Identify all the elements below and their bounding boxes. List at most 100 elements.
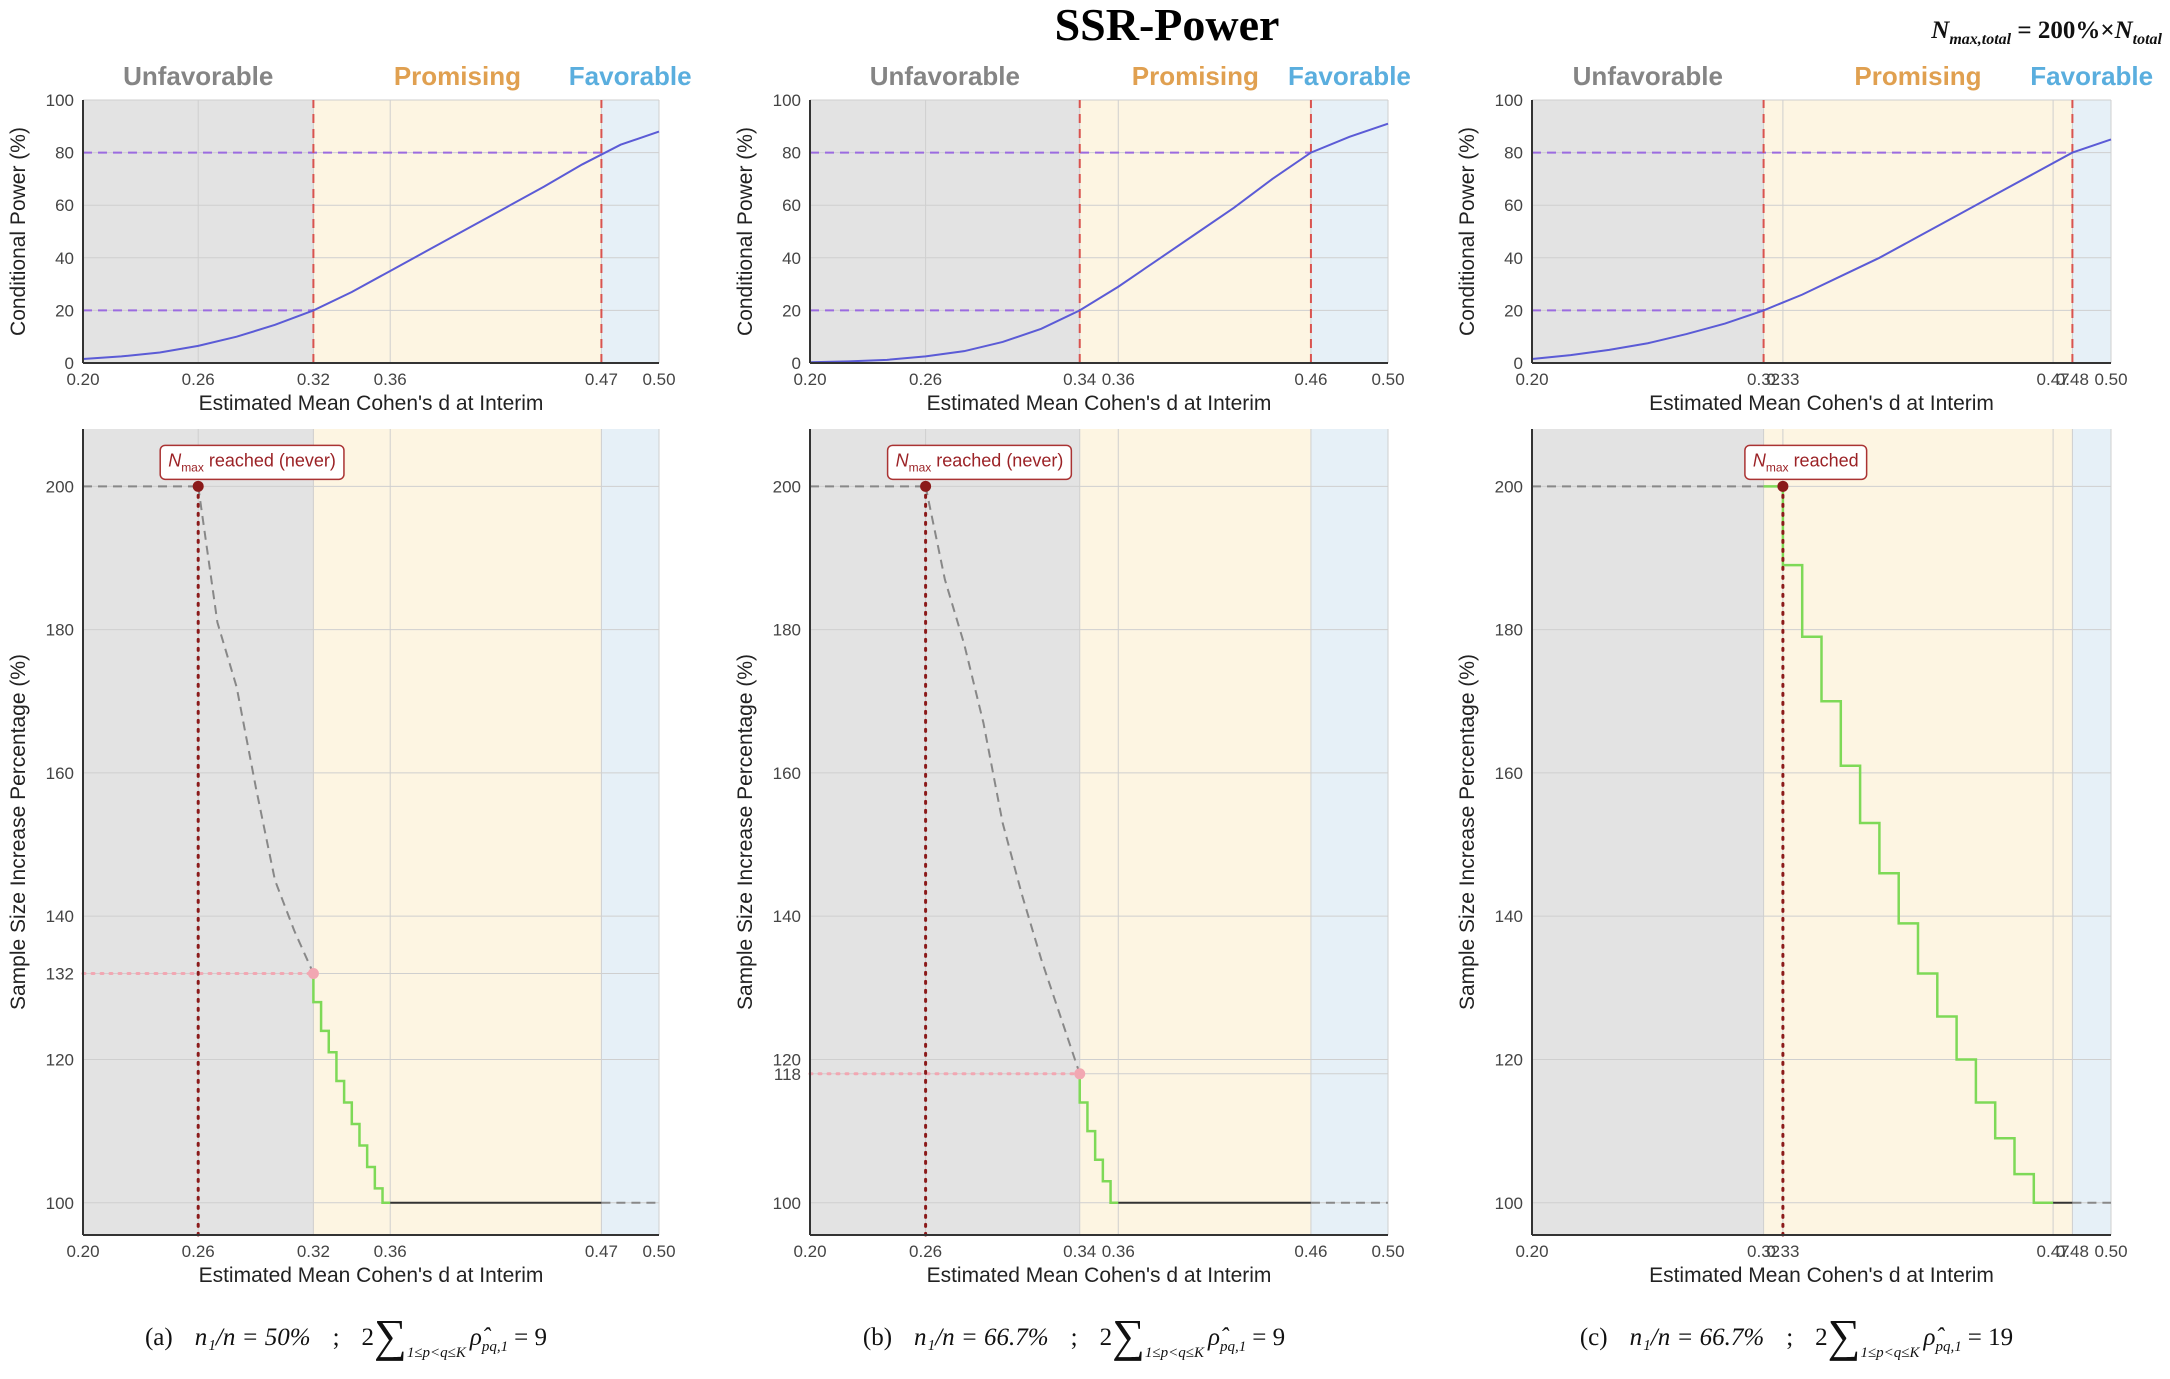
zone (2072, 100, 2111, 363)
caption-sum-range: 1≤p<q≤K (1145, 1345, 1205, 1361)
x-tick-label: 0.47 (585, 370, 618, 389)
series-line (312, 973, 391, 1205)
formula-rhs: N (2114, 17, 2134, 44)
zone (1079, 429, 1311, 1235)
annotation-box (159, 444, 345, 481)
caption-separator: ; (1786, 1324, 1793, 1351)
y-tick-label: 80 (55, 144, 74, 163)
zone-label: Unfavorable (870, 61, 1020, 91)
series-line (809, 122, 1389, 364)
zone-label: Promising (1854, 61, 1981, 91)
point (1777, 480, 1789, 492)
x-tick-label: 0.48 (2056, 1242, 2089, 1261)
y-tick-label: 200 (46, 477, 74, 496)
x-axis-label: Estimated Mean Cohen's d at Interim (199, 1264, 544, 1287)
zone-label: Favorable (2030, 61, 2153, 91)
y-tick-label: 120 (1495, 1050, 1523, 1069)
x-tick-label: 0.50 (642, 370, 675, 389)
caption-label: (a) (145, 1324, 173, 1351)
point (307, 967, 319, 979)
caption-value: = 9 (514, 1324, 547, 1351)
zone-label: Unfavorable (123, 61, 273, 91)
caption-sum-range: 1≤p<q≤K (407, 1345, 467, 1361)
caption-label: (c) (1580, 1324, 1608, 1351)
series-line (924, 486, 1081, 1075)
x-axis-label: Estimated Mean Cohen's d at Interim (1649, 1264, 1994, 1287)
caption-term-sub: pq,1 (481, 1339, 508, 1355)
annotation-text: Nmax reached (never) (168, 450, 336, 474)
x-tick-label: 0.46 (1294, 1242, 1327, 1261)
x-tick-label: 0.47 (2037, 370, 2070, 389)
caption-coef: 2 (1100, 1324, 1113, 1351)
y-tick-label: 180 (773, 621, 801, 640)
zone (313, 429, 602, 1235)
caption-ratio: n₁/n = 66.7% (1630, 1324, 1765, 1351)
x-tick-label: 0.50 (2094, 370, 2127, 389)
y-tick-label: 60 (55, 196, 74, 215)
zone (313, 100, 602, 363)
annotation-symbol: N (1753, 450, 1767, 470)
x-tick-label: 0.20 (1515, 1242, 1548, 1261)
y-tick-label: 20 (1504, 301, 1523, 320)
series-line (82, 130, 660, 361)
caption-separator: ; (333, 1324, 340, 1351)
y-tick-label: 200 (1495, 477, 1523, 496)
y-tick-label: 100 (773, 91, 801, 110)
x-tick-label: 0.26 (909, 370, 942, 389)
zone (1763, 429, 2073, 1235)
x-tick-label: 0.50 (642, 1242, 675, 1261)
x-tick-label: 0.32 (297, 370, 330, 389)
zone (1310, 429, 1388, 1235)
formula-op: = 200%× (2011, 17, 2115, 44)
zone (810, 100, 1080, 363)
x-tick-label: 0.36 (1102, 1242, 1135, 1261)
y-tick-label: 160 (46, 764, 74, 783)
x-tick-label: 0.50 (2094, 1242, 2127, 1261)
y-axis-label: Sample Size Increase Percentage (%) (7, 654, 30, 1010)
x-tick-label: 0.20 (66, 370, 99, 389)
annotation: Nmax reached (never) (886, 444, 1073, 481)
zone (1532, 100, 1764, 363)
caption: (c) n₁/n = 66.7%; 2∑1≤p<q≤Kρ̂pq,1 = 19 (1580, 1310, 2013, 1361)
annotation-symbol: N (896, 450, 910, 470)
y-tick-label: 140 (773, 907, 801, 926)
formula-lhs-sub: max,total (1949, 31, 2011, 48)
caption-sum-symbol: ∑ (1112, 1310, 1145, 1361)
caption-term-sub: pq,1 (1935, 1339, 1962, 1355)
annotation-text: Nmax reached (1753, 450, 1859, 474)
annotation-symbol: N (168, 450, 182, 470)
x-axis-label: Estimated Mean Cohen's d at Interim (927, 1264, 1272, 1287)
x-tick-label: 0.20 (66, 1242, 99, 1261)
x-tick-label: 0.32 (297, 1242, 330, 1261)
x-tick-label: 0.20 (1515, 370, 1548, 389)
x-tick-label: 0.32 (1747, 370, 1780, 389)
annotation-text-body: reached (1794, 450, 1859, 470)
x-axis-label: Estimated Mean Cohen's d at Interim (1649, 392, 1994, 415)
y-tick-label: 0 (792, 354, 801, 373)
annotation-subscript: max (909, 460, 932, 474)
zone (601, 100, 659, 363)
y-axis-label: Conditional Power (%) (1456, 127, 1479, 336)
y-tick-label: 132 (46, 964, 74, 983)
y-tick-label: 20 (782, 301, 801, 320)
zone-label: Favorable (1288, 61, 1411, 91)
y-tick-label: 100 (1495, 1194, 1523, 1213)
y-tick-label: 0 (65, 354, 74, 373)
x-tick-label: 0.26 (182, 1242, 215, 1261)
y-tick-label: 60 (782, 196, 801, 215)
y-tick-label: 118 (774, 1065, 801, 1084)
y-tick-label: 80 (782, 144, 801, 163)
x-tick-label: 0.36 (374, 1242, 407, 1261)
annotation-subscript: max (1766, 460, 1789, 474)
y-tick-label: 200 (773, 477, 801, 496)
caption-ratio: n₁/n = 66.7% (914, 1324, 1049, 1351)
zone (1310, 100, 1388, 363)
y-tick-label: 0 (1514, 354, 1523, 373)
caption-label: (b) (863, 1324, 892, 1351)
x-tick-label: 0.32 (1747, 1242, 1780, 1261)
y-tick-label: 40 (55, 249, 74, 268)
y-tick-label: 40 (782, 249, 801, 268)
caption-term-sub: pq,1 (1219, 1339, 1246, 1355)
zone-label: Favorable (569, 61, 692, 91)
